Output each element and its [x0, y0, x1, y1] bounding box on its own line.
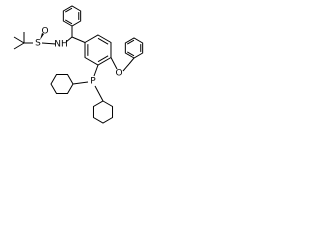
bond	[128, 57, 135, 65]
ring	[50, 73, 74, 95]
wedge-bond	[40, 33, 44, 40]
bond	[13, 42, 25, 50]
bond	[97, 55, 109, 63]
atom-label: S	[35, 39, 41, 49]
bond	[126, 39, 135, 45]
atom-label: P	[90, 77, 96, 87]
atom-label: O	[41, 27, 48, 37]
bond	[122, 63, 130, 72]
atom-label: NH	[54, 40, 68, 50]
ring	[92, 100, 114, 124]
atom-label: O	[115, 69, 122, 79]
background	[0, 0, 152, 152]
ring	[124, 37, 144, 59]
bond	[94, 85, 104, 102]
bond	[97, 37, 109, 45]
ring	[84, 34, 112, 66]
ring	[62, 5, 82, 27]
bond	[64, 7, 73, 13]
bond	[65, 36, 73, 43]
bond	[126, 51, 135, 57]
bond	[64, 19, 73, 25]
bond	[71, 36, 86, 43]
bond	[93, 64, 99, 77]
bond	[110, 57, 118, 70]
molecule-diagram: S O NH P O	[0, 0, 152, 152]
bond	[13, 36, 25, 44]
bond	[72, 81, 89, 85]
bond	[41, 42, 57, 45]
